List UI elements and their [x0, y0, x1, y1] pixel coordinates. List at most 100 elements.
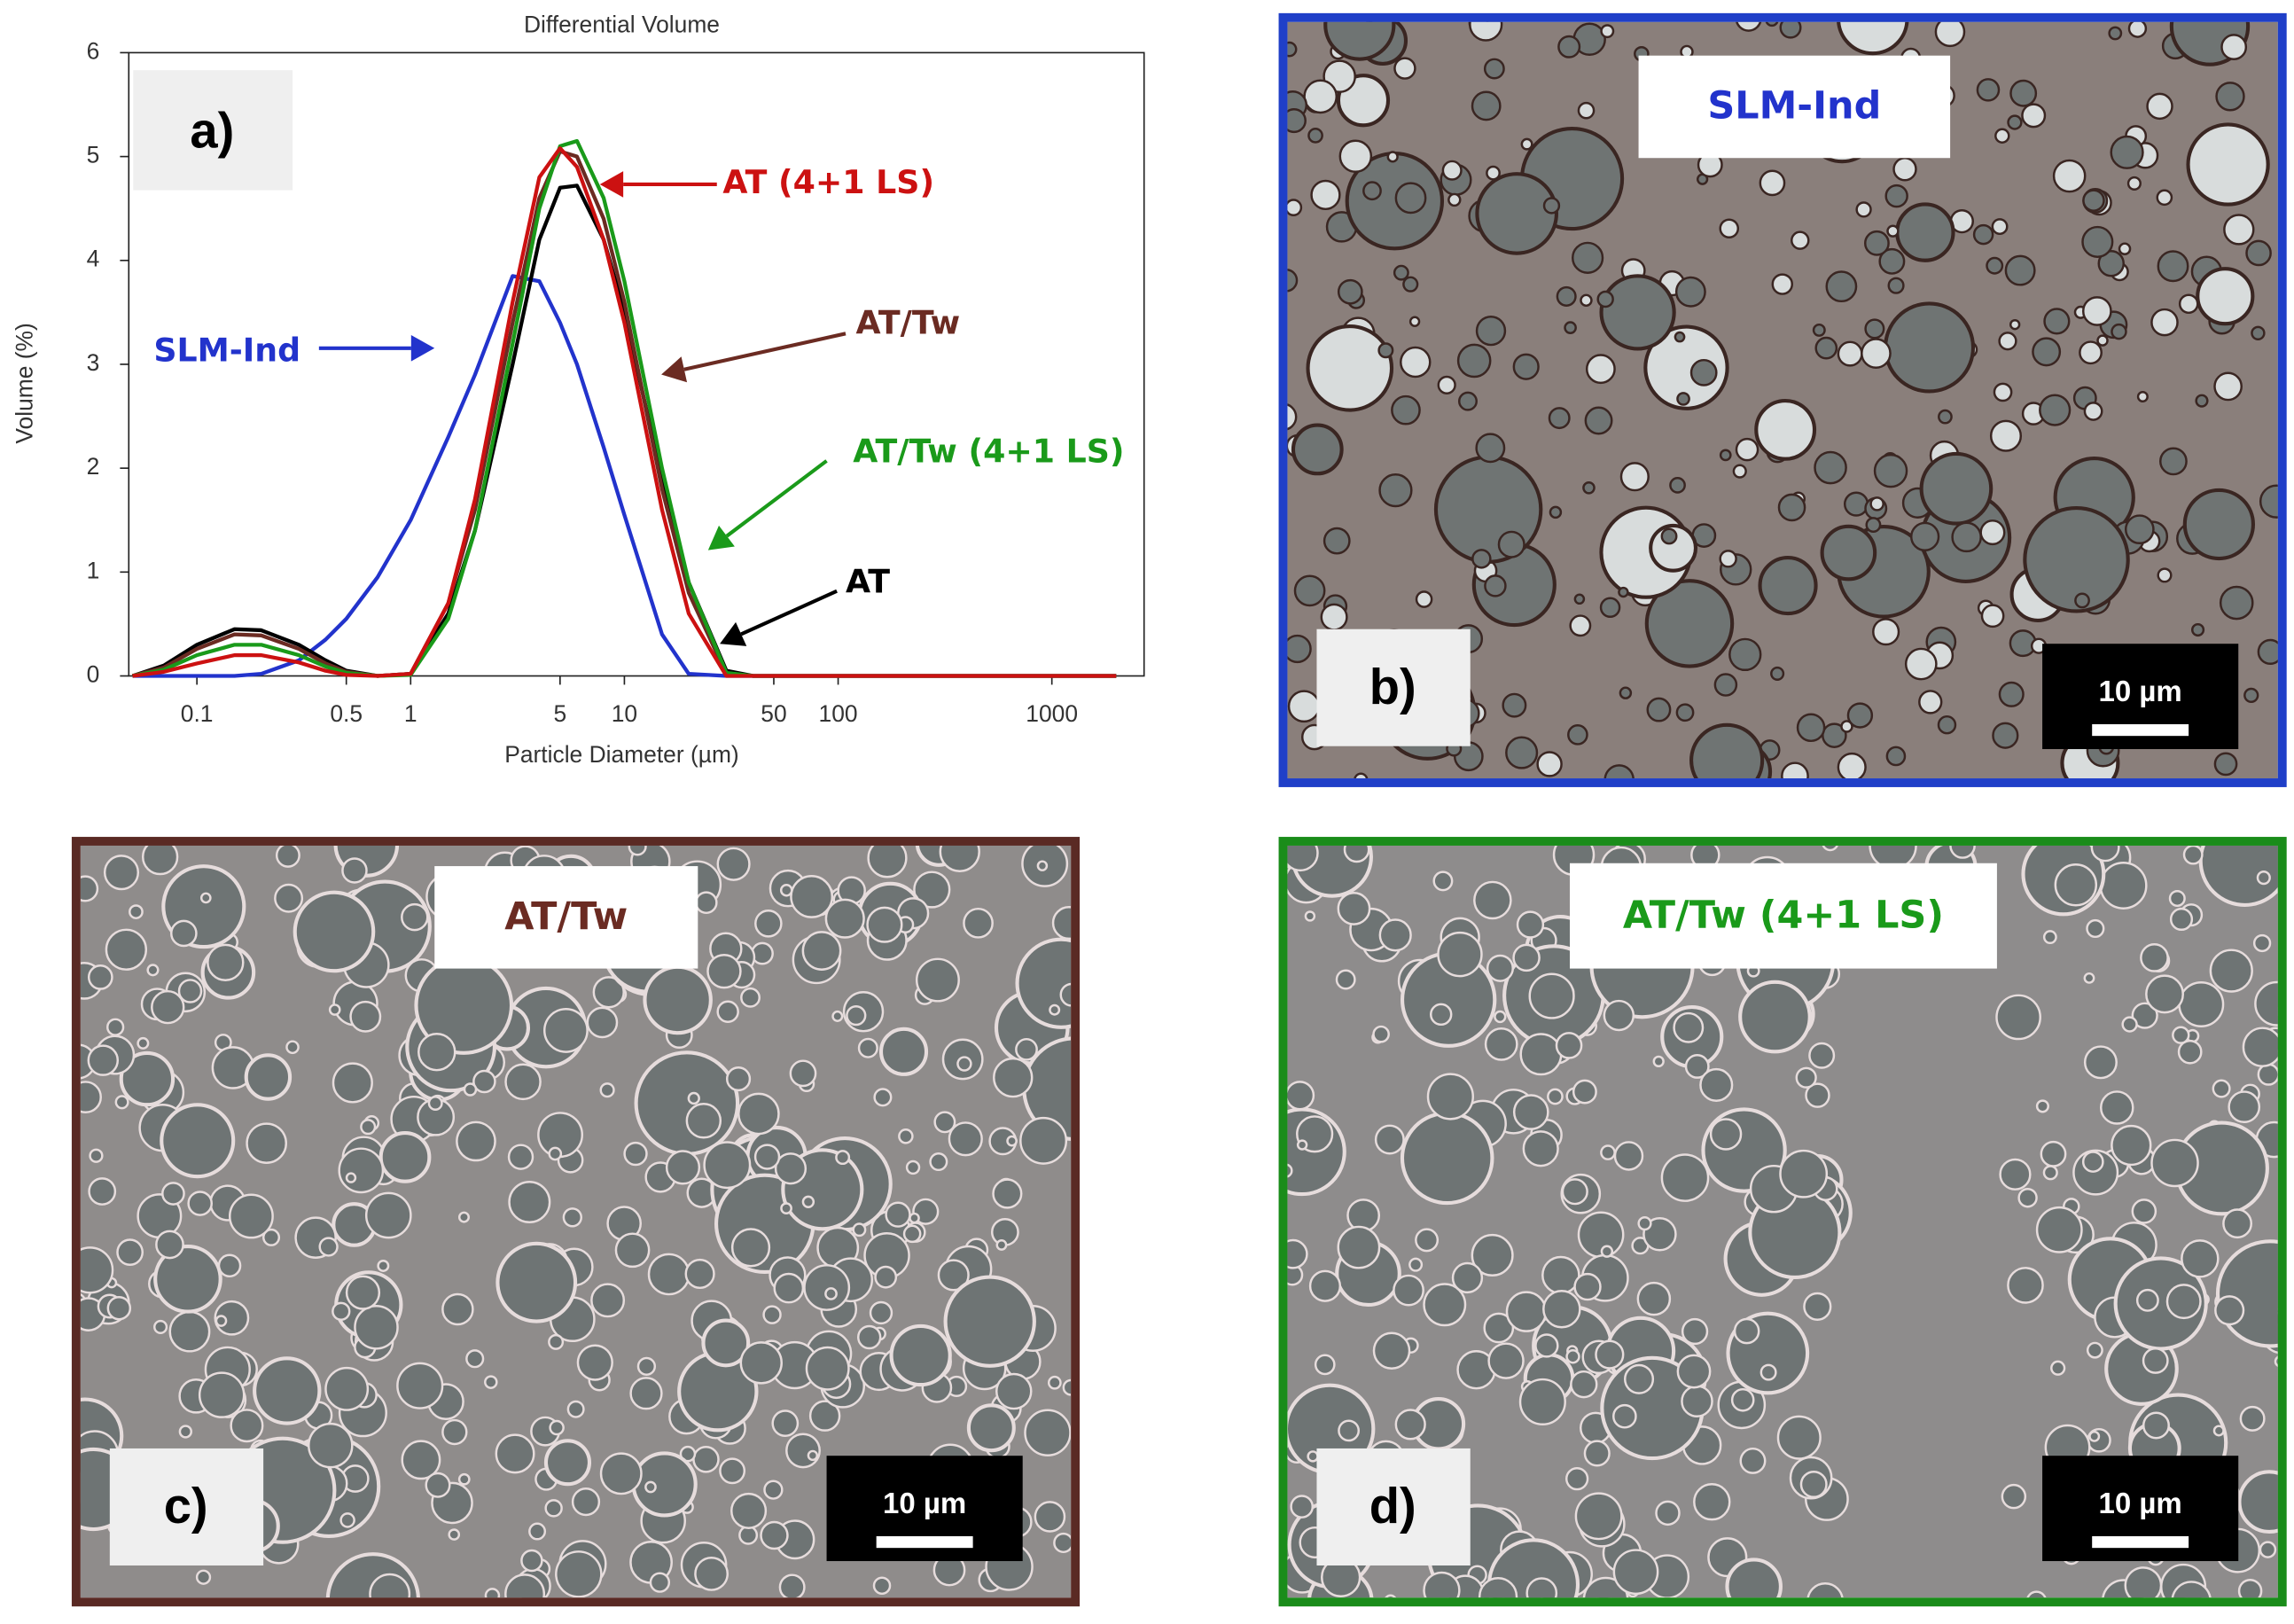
droplet — [703, 1141, 752, 1190]
droplet — [2111, 323, 2127, 340]
droplet — [457, 1472, 471, 1486]
droplet — [1993, 382, 2013, 402]
droplet — [2086, 1341, 2103, 1359]
droplet — [1600, 24, 1615, 39]
droplet — [684, 1258, 715, 1290]
droplet — [1049, 1003, 1061, 1016]
droplet — [1287, 199, 1303, 216]
droplet — [2237, 1579, 2263, 1598]
droplet — [1377, 342, 1394, 359]
droplet — [228, 1193, 274, 1239]
series-annotation: AT — [846, 563, 890, 601]
droplet — [1287, 634, 1312, 664]
droplet — [2110, 135, 2144, 169]
droplet — [874, 1265, 898, 1289]
series-annotation: SLM-Ind — [153, 332, 300, 370]
droplet — [771, 1409, 800, 1437]
droplet — [548, 1333, 565, 1350]
droplet — [1426, 1073, 1474, 1120]
droplet — [1843, 491, 1869, 517]
droplet — [151, 989, 185, 1025]
arrow-head — [599, 171, 624, 198]
droplet — [831, 1010, 844, 1022]
droplet — [119, 1050, 176, 1107]
droplet — [1681, 1385, 1713, 1418]
droplet — [2086, 918, 2105, 939]
droplet — [1998, 332, 2017, 351]
droplet — [801, 1195, 815, 1208]
x-tick-label: 50 — [761, 700, 786, 727]
droplet — [504, 1573, 546, 1598]
droplet — [852, 1222, 867, 1238]
droplet — [2081, 225, 2114, 258]
droplet — [737, 1092, 780, 1136]
droplet — [2039, 394, 2072, 426]
droplet — [1730, 1387, 1755, 1412]
droplet — [448, 1528, 461, 1541]
droplet — [913, 871, 951, 909]
droplet — [2213, 752, 2238, 777]
panel-letter: a) — [190, 103, 234, 159]
panel-label: AT/Tw (4+1 LS) — [1623, 893, 1944, 937]
droplet — [195, 1569, 212, 1585]
droplet — [2052, 159, 2087, 193]
panel-letter-box — [133, 70, 293, 191]
droplet — [364, 1191, 412, 1239]
droplet — [1378, 472, 1413, 508]
droplet — [1735, 437, 1760, 462]
droplet — [1378, 918, 1412, 952]
droplet — [1556, 285, 1577, 307]
droplet — [345, 1275, 381, 1310]
droplet — [629, 1377, 663, 1410]
droplet — [1837, 340, 1863, 367]
droplet — [2026, 1590, 2047, 1598]
droplet — [1287, 403, 1298, 431]
droplet — [1484, 574, 1507, 597]
droplet — [2083, 402, 2103, 421]
droplet — [425, 1472, 451, 1498]
panel-border — [1278, 837, 2287, 1607]
droplet — [1803, 1292, 1832, 1321]
droplet — [1980, 604, 2005, 629]
droplet — [2054, 863, 2098, 907]
droplet — [1754, 398, 1817, 461]
droplet — [178, 1425, 192, 1439]
droplet — [1338, 1419, 1360, 1442]
droplet — [1024, 1409, 1072, 1456]
droplet — [2050, 1360, 2066, 1376]
droplet — [1713, 673, 1738, 697]
droplet — [1287, 1238, 1308, 1269]
droplet — [230, 1409, 264, 1443]
droplet — [762, 1305, 782, 1324]
droplet — [262, 1228, 281, 1246]
droplet — [1837, 752, 1867, 779]
droplet — [116, 1238, 144, 1266]
droplet — [1600, 1144, 1616, 1160]
droplet — [549, 1419, 565, 1436]
droplet — [1883, 301, 1976, 394]
droplet — [2150, 1138, 2199, 1188]
droplet — [1719, 449, 1732, 462]
droplet — [1391, 394, 1421, 426]
droplet — [215, 1315, 228, 1327]
droplet — [1808, 1042, 1836, 1069]
droplet — [528, 1522, 547, 1541]
droplet — [2083, 1045, 2118, 1080]
droplet — [1323, 21, 1396, 61]
droplet — [548, 1146, 563, 1161]
droplet — [1287, 845, 1319, 872]
droplet — [1583, 1440, 1611, 1467]
droplet — [763, 1480, 784, 1500]
droplet — [80, 1246, 114, 1294]
droplet — [2099, 1090, 2134, 1125]
droplet — [504, 1063, 542, 1101]
droplet — [740, 987, 761, 1008]
droplet — [217, 1253, 242, 1278]
droplet — [885, 1201, 911, 1228]
droplet — [2079, 340, 2103, 365]
droplet — [1865, 517, 1882, 534]
droplet — [1599, 597, 1621, 619]
droplet — [1307, 127, 1323, 144]
